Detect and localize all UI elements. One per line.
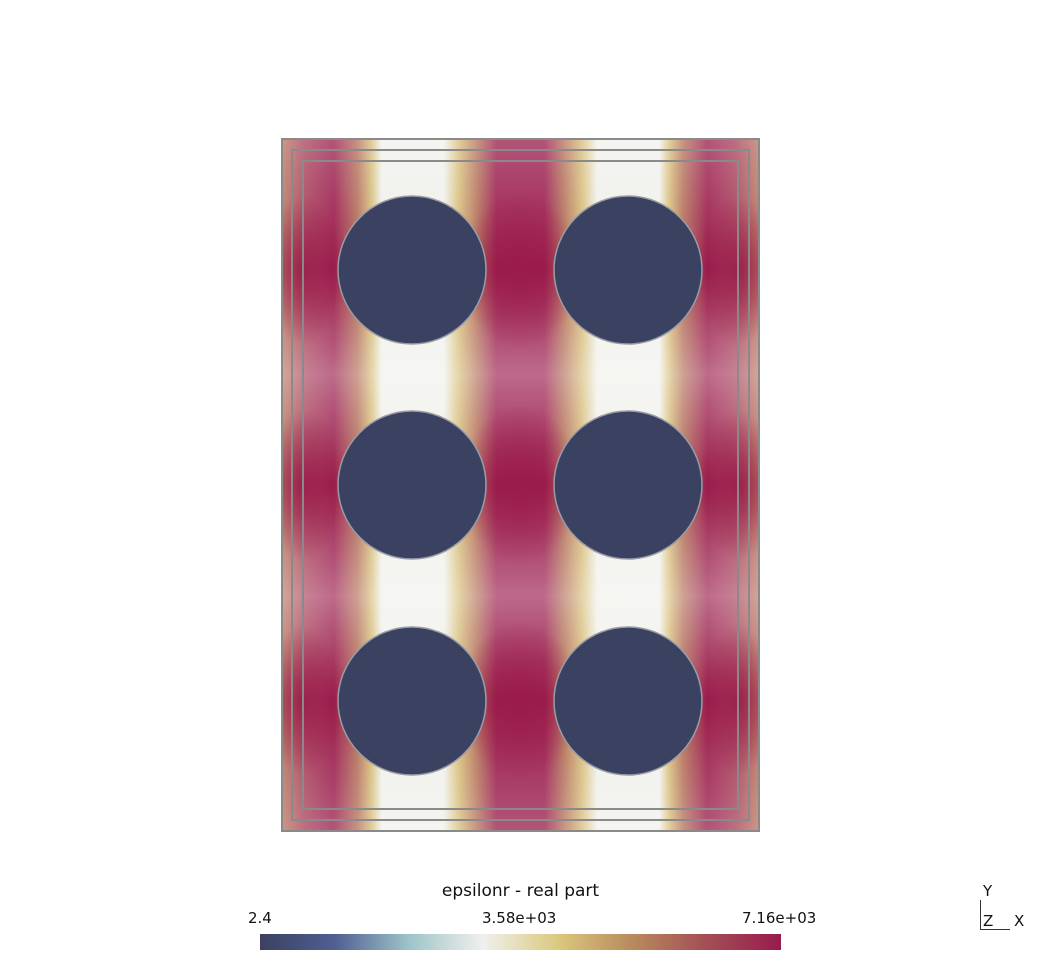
epsilonr-field-map (281, 138, 760, 832)
field-hotspot (460, 621, 580, 781)
field-hotspot (281, 626, 343, 776)
axis-y-line (980, 900, 981, 930)
field-plot (281, 138, 760, 832)
inclusion-r1-c1 (337, 195, 487, 345)
colorbar-max-label: 7.16e+03 (742, 909, 817, 927)
middle-frame (291, 149, 750, 821)
inclusion-r1-c2 (553, 195, 703, 345)
inner-frame (302, 160, 739, 810)
inclusion-r2-c1 (337, 410, 487, 560)
axis-x-label: X (1014, 912, 1025, 930)
inclusion-r2-c2 (553, 410, 703, 560)
field-hotspot (698, 410, 760, 560)
outer-frame (281, 138, 760, 832)
colorbar-mid-label: 3.58e+03 (482, 909, 557, 927)
colorbar-title: epsilonr - real part (441, 881, 600, 901)
orientation-axes: Y Z X (975, 880, 1035, 935)
field-hotspot (460, 190, 580, 350)
field-hotspot (281, 195, 343, 345)
axis-y-label: Y (983, 882, 993, 900)
field-hotspot (698, 195, 760, 345)
axis-z-label: Z (983, 912, 994, 930)
field-hotspot (281, 410, 343, 560)
inclusion-r3-c1 (337, 626, 487, 776)
colorbar (260, 934, 781, 950)
axis-x-line (980, 929, 1010, 930)
inclusion-r3-c2 (553, 626, 703, 776)
field-hotspot (460, 405, 580, 565)
colorbar-min-label: 2.4 (248, 909, 272, 927)
field-hotspot (698, 626, 760, 776)
